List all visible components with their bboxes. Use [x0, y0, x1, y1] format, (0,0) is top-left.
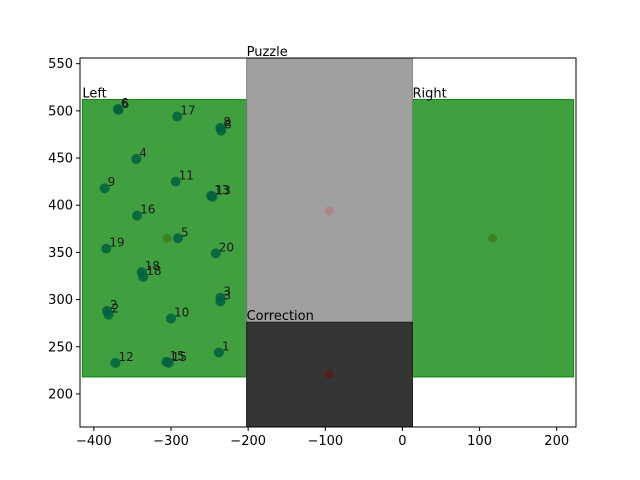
- region-center-puzzle: [324, 206, 334, 216]
- data-point: [99, 183, 110, 194]
- data-point: [172, 111, 183, 122]
- x-tick-label: −300: [153, 434, 189, 449]
- plot-frame: [79, 57, 577, 428]
- point-label: 15: [169, 349, 184, 363]
- point-label: 18: [146, 264, 161, 278]
- region-label-left: Left: [82, 87, 106, 102]
- point-label: 16: [140, 203, 155, 217]
- data-point: [207, 191, 218, 202]
- point-label: 2: [112, 302, 120, 316]
- point-label: 11: [179, 169, 194, 183]
- point-label: 20: [219, 240, 234, 254]
- region-label-right: Right: [412, 87, 446, 102]
- y-tick-label: 500: [48, 104, 73, 119]
- data-point: [101, 243, 112, 254]
- x-tick-label: −100: [307, 434, 343, 449]
- x-tick-label: 100: [467, 434, 492, 449]
- point-label: 6: [121, 96, 129, 110]
- point-label: 5: [181, 225, 189, 239]
- region-center-right: [488, 233, 498, 243]
- point-label: 13: [214, 183, 229, 197]
- data-point: [170, 176, 181, 187]
- region-labels-layer: Left Right Puzzle Correction: [82, 45, 446, 324]
- point-label: 19: [109, 236, 124, 250]
- region-center-correction: [324, 369, 334, 379]
- point-label: 6: [122, 97, 130, 111]
- y-tick-label: 300: [48, 293, 73, 308]
- data-point: [210, 248, 221, 259]
- data-point: [138, 271, 149, 282]
- point-label: 1: [222, 339, 230, 353]
- y-tick-label: 350: [48, 246, 73, 261]
- data-point: [163, 357, 174, 368]
- point-label: 12: [118, 350, 133, 364]
- x-tick-label: 200: [544, 434, 569, 449]
- data-point: [131, 153, 142, 164]
- y-tick-label: 550: [48, 57, 73, 72]
- region-label-correction: Correction: [247, 309, 314, 324]
- region-centers-layer: [162, 206, 498, 379]
- data-point: [215, 296, 226, 307]
- y-tick-label: 400: [48, 199, 73, 214]
- data-point: [166, 313, 177, 324]
- y-tick-label: 200: [48, 387, 73, 402]
- y-tick-label: 250: [48, 340, 73, 355]
- point-label: 3: [223, 285, 231, 299]
- point-label: 13: [216, 184, 231, 198]
- point-label: 8: [223, 115, 231, 129]
- point-label: 9: [108, 175, 116, 189]
- data-point: [172, 233, 183, 244]
- x-tick-label: −200: [230, 434, 266, 449]
- data-point: [103, 309, 114, 320]
- x-tick-label: 0: [398, 434, 406, 449]
- axes-layer: −400 −300 −200 −100 0 100 20020025030035040045…: [48, 57, 569, 449]
- point-label: 8: [224, 118, 232, 132]
- point-label: 2: [110, 298, 118, 312]
- point-label: 18: [145, 259, 160, 273]
- region-center-left: [162, 233, 172, 243]
- data-point: [110, 357, 121, 368]
- point-label: 4: [139, 146, 147, 160]
- y-tick-label: 450: [48, 152, 73, 167]
- data-point: [113, 104, 124, 115]
- point-label: 10: [174, 305, 189, 319]
- data-point: [216, 125, 227, 136]
- point-label: 17: [180, 104, 195, 118]
- region-label-puzzle: Puzzle: [247, 45, 288, 60]
- data-point: [213, 347, 224, 358]
- x-tick-label: −400: [76, 434, 112, 449]
- point-label: 15: [172, 350, 187, 364]
- point-label: 3: [223, 288, 231, 302]
- data-point: [132, 210, 143, 221]
